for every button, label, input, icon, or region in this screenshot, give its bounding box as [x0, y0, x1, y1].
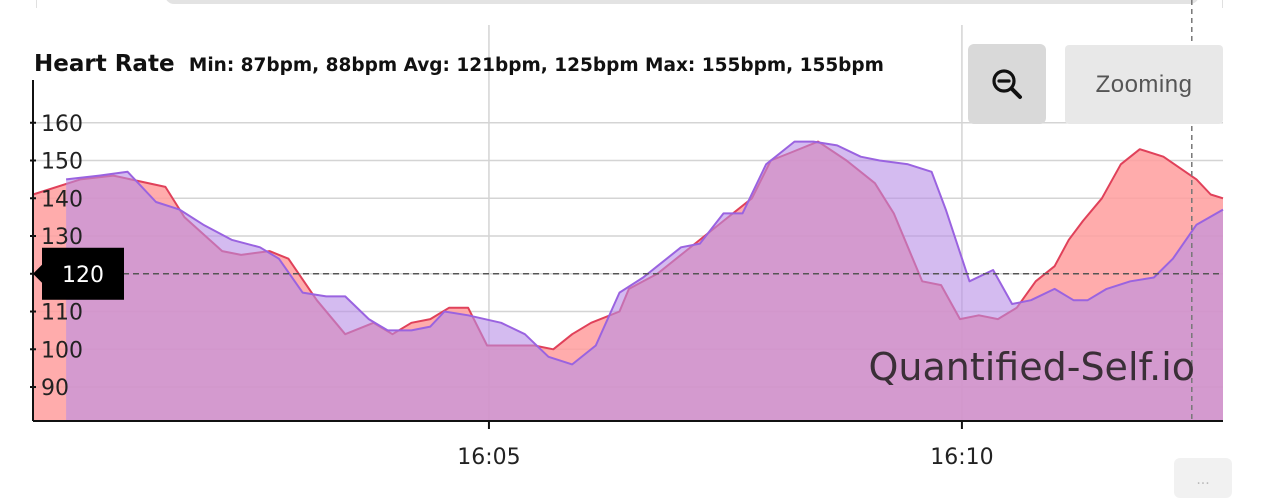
- more-options-button[interactable]: ...: [1174, 458, 1232, 498]
- x-tick-label: 16:10: [930, 445, 993, 470]
- chart-title-main: Heart Rate: [34, 51, 175, 77]
- y-tick-label: 110: [41, 301, 83, 326]
- series-group: [32, 140, 1224, 421]
- tooltip-pointer: [33, 264, 42, 283]
- heart-rate-chart: 90 100 110 120 130 140 150 160 16:05 16:10 Heart …: [30, 0, 1224, 470]
- zoom-out-button[interactable]: [968, 44, 1046, 124]
- y-tick-label: 130: [41, 225, 83, 250]
- axes: 90 100 110 120 130 140 150 160 16:05 16:10: [30, 0, 1223, 470]
- y-tick-label: 90: [41, 376, 69, 401]
- series-2-area: [66, 141, 1224, 421]
- y-tick-label: 160: [41, 112, 83, 137]
- frame-edge-right: [1222, 0, 1223, 8]
- zoom-out-icon: [992, 69, 1022, 99]
- chart-title: Heart Rate Min: 87bpm, 88bpm Avg: 121bpm…: [34, 51, 884, 77]
- y-tick-label: 140: [41, 187, 83, 212]
- series-2-line: [65, 140, 1224, 366]
- y-tick-label: 100: [41, 338, 83, 363]
- chart-stats: Min: 87bpm, 88bpm Avg: 121bpm, 125bpm Ma…: [189, 55, 884, 76]
- watermark: Quantified-Self.io: [868, 345, 1195, 389]
- frame-edge-left: [36, 0, 37, 8]
- zooming-toggle-button[interactable]: Zooming: [1065, 45, 1223, 124]
- x-tick-label: 16:05: [457, 445, 520, 470]
- tooltip-value: 120: [62, 263, 104, 288]
- top-scrollbar[interactable]: [0, 0, 1264, 8]
- value-tooltip: 120: [33, 247, 124, 300]
- y-tick-label: 150: [41, 150, 83, 175]
- scrollbar-track[interactable]: [165, 0, 1199, 4]
- tooltip-box: [42, 247, 124, 300]
